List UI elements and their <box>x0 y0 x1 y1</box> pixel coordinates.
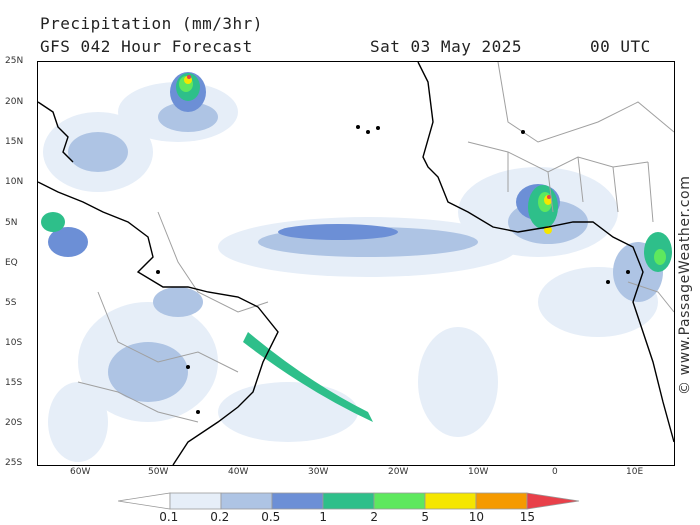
legend-label: 2 <box>370 510 379 524</box>
lon-label: 40W <box>228 467 249 477</box>
lat-label: 5N <box>5 218 18 228</box>
legend-label: 5 <box>421 510 430 524</box>
precip-peak <box>187 75 551 199</box>
legend-swatch <box>118 492 171 510</box>
lon-label: 20W <box>388 467 409 477</box>
legend-label: 0.2 <box>210 510 230 524</box>
legend-label: 0.1 <box>159 510 179 524</box>
lat-label: 15N <box>5 137 24 147</box>
lat-label: 20N <box>5 97 24 107</box>
legend-swatch <box>271 492 324 510</box>
legend-swatch <box>373 492 426 510</box>
legend-swatch <box>169 492 222 510</box>
precipitation-map <box>37 61 675 466</box>
lat-label: 20S <box>5 418 23 428</box>
lon-label: 50W <box>148 467 169 477</box>
legend-swatch <box>322 492 375 510</box>
legend-label: 10 <box>468 510 485 524</box>
legend-label: 0.5 <box>261 510 281 524</box>
islands <box>156 125 630 414</box>
lat-label: 15S <box>5 378 23 388</box>
lat-label: EQ <box>5 258 18 268</box>
forecast-date: Sat 03 May 2025 <box>370 37 522 56</box>
legend-label: 1 <box>319 510 328 524</box>
lon-label: 10E <box>626 467 644 477</box>
legend-swatch <box>424 492 477 510</box>
title: Precipitation (mm/3hr) <box>40 14 263 33</box>
legend-swatch <box>526 492 580 510</box>
lon-label: 0 <box>552 467 558 477</box>
lat-label: 25N <box>5 56 24 66</box>
legend-label: 15 <box>519 510 536 524</box>
lat-label: 5S <box>5 298 17 308</box>
color-legend <box>118 492 580 510</box>
map-canvas <box>38 62 674 465</box>
lon-label: 30W <box>308 467 329 477</box>
forecast-time: 00 UTC <box>590 37 651 56</box>
lon-label: 10W <box>468 467 489 477</box>
lat-label: 10S <box>5 338 23 348</box>
watermark-text: © www.PassageWeather.com <box>677 175 693 395</box>
lat-label: 10N <box>5 177 24 187</box>
legend-swatch <box>475 492 528 510</box>
legend-swatch <box>220 492 273 510</box>
lon-label: 60W <box>70 467 91 477</box>
subtitle: GFS 042 Hour Forecast <box>40 37 253 56</box>
lat-label: 25S <box>5 458 23 468</box>
coastlines <box>38 62 674 465</box>
